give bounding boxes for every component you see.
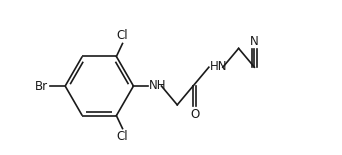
- Text: N: N: [250, 35, 259, 48]
- Text: Cl: Cl: [117, 130, 128, 143]
- Text: Cl: Cl: [117, 29, 128, 42]
- Text: HN: HN: [210, 60, 227, 73]
- Text: NH: NH: [148, 79, 166, 92]
- Text: Br: Br: [35, 80, 49, 93]
- Text: O: O: [190, 108, 199, 121]
